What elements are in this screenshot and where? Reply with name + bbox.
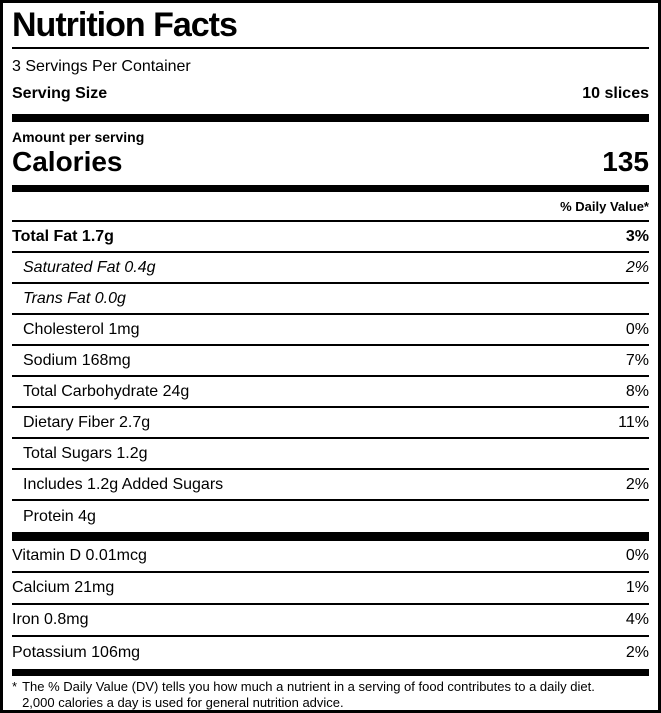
nutrient-rows: Total Fat 1.7g 3% Saturated Fat 0.4g 2% Tran…	[12, 222, 649, 532]
nutrient-daily-value: 0%	[625, 547, 649, 565]
serving-size-label: Serving Size	[12, 84, 108, 102]
nutrient-name: Dietary Fiber 2.7g	[23, 413, 151, 431]
nutrient-name: Saturated Fat 0.4g	[23, 258, 156, 276]
nutrient-row: Trans Fat 0.0g	[12, 284, 649, 316]
nutrient-name: Total Carbohydrate 24g	[23, 382, 190, 400]
footnote-text: The % Daily Value (DV) tells you how muc…	[22, 679, 595, 710]
nutrient-name: Vitamin D 0.01mcg	[12, 547, 147, 565]
nutrient-daily-value: 7%	[625, 351, 649, 369]
nutrient-name: Potassium 106mg	[12, 644, 141, 662]
nutrient-name: Sodium 168mg	[23, 351, 131, 369]
nutrient-daily-value: 0%	[625, 320, 649, 338]
nutrient-row: Potassium 106mg 2%	[12, 637, 649, 669]
nutrient-daily-value: 4%	[625, 611, 649, 629]
nutrient-row: Iron 0.8mg 4%	[12, 605, 649, 638]
nutrient-row: Includes 1.2g Added Sugars 2%	[12, 470, 649, 502]
thick-divider-protein	[12, 532, 649, 542]
footnote-line2: 2,000 calories a day is used for general…	[22, 694, 344, 710]
footnote-line1: The % Daily Value (DV) tells you how muc…	[22, 679, 595, 695]
nutrient-row: Total Carbohydrate 24g 8%	[12, 377, 649, 409]
footnote-marker: *	[12, 679, 18, 695]
nutrient-name: Calcium 21mg	[12, 579, 115, 597]
nutrient-name: Includes 1.2g Added Sugars	[23, 475, 224, 493]
nutrient-row: Cholesterol 1mg 0%	[12, 315, 649, 347]
nutrient-daily-value: 2%	[625, 644, 649, 662]
nutrient-name: Protein 4g	[23, 507, 96, 525]
calories-label: Calories	[12, 145, 123, 177]
calories-row: Calories 135	[12, 146, 649, 185]
serving-size-row: Serving Size 10 slices	[12, 82, 649, 114]
servings-per-container: 3 Servings Per Container	[12, 58, 191, 76]
nutrient-row: Total Sugars 1.2g	[12, 439, 649, 471]
nutrient-name: Trans Fat 0.0g	[23, 289, 126, 307]
nutrient-row: Calcium 21mg 1%	[12, 573, 649, 606]
calories-divider	[12, 184, 649, 192]
nutrient-name: Total Sugars 1.2g	[23, 444, 148, 462]
amount-per-serving-label: Amount per serving	[12, 128, 145, 145]
nutrient-row: Saturated Fat 0.4g 2%	[12, 253, 649, 285]
label-title: Nutrition Facts	[12, 3, 649, 50]
serving-size-value: 10 slices	[582, 84, 649, 102]
nutrient-daily-value: 8%	[625, 382, 649, 400]
daily-value-header: % Daily Value*	[12, 192, 649, 223]
nutrient-daily-value: 3%	[625, 227, 649, 245]
nutrient-name: Cholesterol 1mg	[23, 320, 140, 338]
nutrient-row: Protein 4g	[12, 501, 649, 532]
nutrient-row: Dietary Fiber 2.7g 11%	[12, 408, 649, 440]
nutrient-row: Sodium 168mg 7%	[12, 346, 649, 378]
nutrient-name: Total Fat 1.7g	[12, 227, 114, 245]
footnote: * The % Daily Value (DV) tells you how m…	[12, 676, 649, 710]
calories-value: 135	[602, 145, 649, 177]
nutrient-daily-value: 2%	[625, 258, 649, 276]
vitamin-rows: Vitamin D 0.01mcg 0% Calcium 21mg 1% Iron 0.…	[12, 541, 649, 669]
nutrient-row: Total Fat 1.7g 3%	[12, 222, 649, 254]
thick-divider-top	[12, 113, 649, 122]
nutrient-name: Iron 0.8mg	[12, 611, 89, 629]
nutrient-daily-value: 1%	[625, 579, 649, 597]
nutrient-daily-value: 11%	[618, 413, 649, 431]
thick-divider-bottom	[12, 669, 649, 677]
nutrient-daily-value: 2%	[625, 475, 649, 493]
nutrient-row: Vitamin D 0.01mcg 0%	[12, 541, 649, 574]
